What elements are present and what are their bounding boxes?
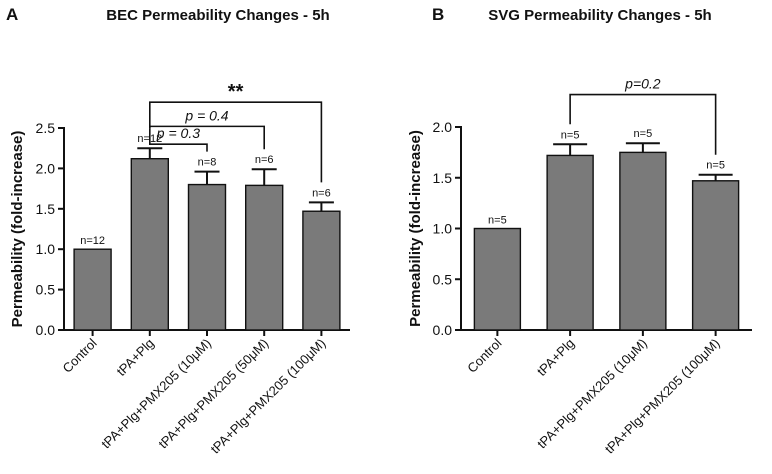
- bar: [546, 154, 594, 331]
- y-tick-label: 0.5: [36, 282, 56, 298]
- y-tick-label: 2.0: [36, 160, 56, 176]
- y-axis-label: Permeability (fold-increase): [407, 130, 424, 327]
- n-label: n=5: [706, 160, 725, 172]
- y-tick-label: 0.0: [36, 322, 56, 338]
- significance-bracket: [149, 125, 265, 150]
- category-label: Control: [59, 335, 99, 375]
- y-tick-label: 0.5: [433, 271, 453, 287]
- significance-label: p = 0.3: [156, 125, 200, 141]
- bar: [73, 248, 112, 331]
- category-label: tPA+Plg+PMX205 (100μM): [208, 336, 329, 457]
- category-label: tPA+Plg: [114, 336, 157, 379]
- significance-label: p=0.2: [624, 76, 661, 92]
- n-label: n=8: [198, 157, 217, 169]
- bar: [691, 180, 740, 331]
- category-label: Control: [464, 335, 504, 375]
- category-label: tPA+Plg: [534, 336, 577, 379]
- panel-letter: A: [6, 5, 18, 24]
- chart-title: BEC Permeability Changes - 5h: [106, 7, 329, 24]
- chart-title: SVG Permeability Changes - 5h: [488, 7, 711, 24]
- y-tick-label: 1.0: [36, 241, 56, 257]
- n-label: n=5: [488, 215, 507, 227]
- bar: [244, 184, 284, 331]
- bar: [187, 183, 227, 331]
- bar: [130, 158, 170, 331]
- n-label: n=6: [312, 187, 331, 199]
- bar: [619, 151, 667, 331]
- y-axis-label: Permeability (fold-increase): [9, 131, 26, 328]
- y-tick-label: 2.5: [36, 120, 56, 136]
- significance-bracket: [149, 101, 323, 183]
- y-tick-label: 1.5: [36, 201, 56, 217]
- n-label: n=6: [255, 154, 274, 166]
- significance-label: p = 0.4: [184, 107, 228, 123]
- significance-bracket: [149, 128, 208, 152]
- y-tick-label: 1.5: [433, 170, 453, 186]
- y-tick-label: 2.0: [433, 119, 453, 135]
- n-label: n=12: [80, 235, 105, 247]
- significance-label: **: [228, 81, 244, 103]
- y-tick-label: 0.0: [433, 322, 453, 338]
- category-label: tPA+Plg+PMX205 (50μM): [155, 336, 271, 452]
- bar: [473, 227, 522, 331]
- category-label: tPA+Plg+PMX205 (10μM): [98, 336, 214, 452]
- bar: [302, 210, 341, 331]
- n-label: n=5: [561, 129, 580, 141]
- significance-bracket: [569, 93, 717, 155]
- panel-letter: B: [432, 5, 444, 24]
- y-tick-label: 1.0: [433, 221, 453, 237]
- n-label: n=5: [634, 128, 653, 140]
